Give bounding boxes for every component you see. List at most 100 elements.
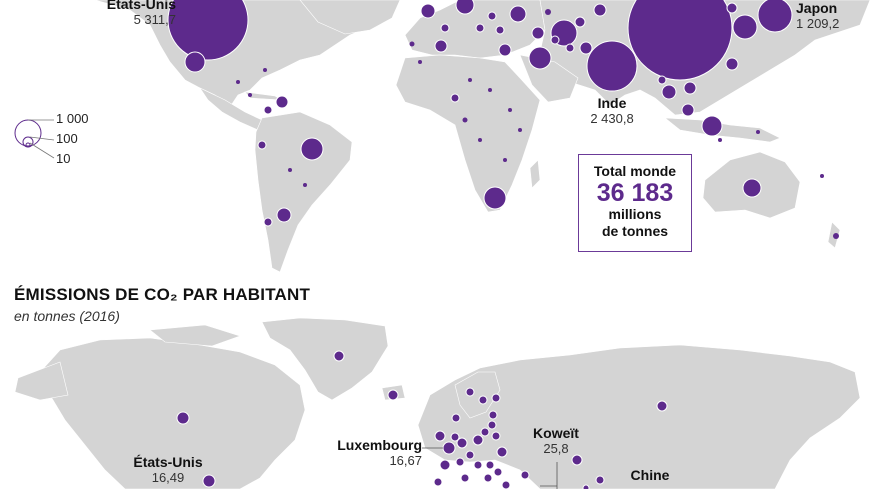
land-africa [395, 54, 541, 213]
bubble2-lithuania [480, 427, 490, 437]
world-total-value: 36 183 [596, 179, 674, 207]
bubble2-serbia [483, 473, 493, 483]
bubble-philippines [725, 57, 739, 71]
bubble2-hungary [485, 460, 495, 470]
bubble2-denmark [451, 413, 461, 423]
bubble-indonesia [701, 115, 723, 137]
label-usa-name: États-Unis [106, 0, 176, 12]
bubble-india [586, 40, 638, 92]
bubble-europe-2 [475, 23, 485, 33]
bubble-vietnam [683, 81, 697, 95]
bubble-colombia [263, 105, 273, 115]
bubble2-austria [473, 460, 483, 470]
label2-china-name: Chine [630, 467, 670, 483]
dot-top-12 [236, 80, 240, 84]
dot-top-3 [462, 117, 468, 123]
bubble2-norway [465, 387, 475, 397]
label-japan-value: 1 209,2 [796, 16, 840, 31]
dot-top-8 [503, 158, 507, 162]
bubble2-bulgaria [501, 480, 511, 489]
bubble2-germany [456, 437, 468, 449]
bubble-gulf-2 [565, 43, 575, 53]
label2-luxembourg-name: Luxembourg [337, 437, 422, 453]
bubble-venezuela [275, 95, 289, 109]
bubble-ne-asia [726, 2, 738, 14]
bubble2-romania [493, 467, 503, 477]
world-total-box: Total monde 36 183 millions de tonnes [578, 154, 692, 252]
bubble2-netherlands [450, 432, 460, 442]
section-subtitle-per-capita: en tonnes (2016) [14, 308, 120, 324]
dot-top-18 [820, 174, 824, 178]
world-total-unit-2: de tonnes [601, 223, 669, 239]
label-japan: Japon 1 209,2 [796, 0, 840, 32]
label-india-name: Inde [597, 95, 627, 111]
dot-top-7 [508, 108, 512, 112]
dot-top-15 [697, 67, 703, 73]
label2-usa: États-Unis 16,49 [126, 454, 210, 486]
bubble-uzbek [574, 16, 586, 28]
bubble2-kuwait [520, 470, 530, 480]
bubble2-poland [472, 434, 484, 446]
dot-top-6 [488, 88, 492, 92]
label2-usa-value: 16,49 [151, 470, 185, 485]
bubble-australia [742, 178, 762, 198]
land2-alaska [14, 361, 69, 401]
bubble2-czech [465, 450, 475, 460]
dot-top-1 [409, 41, 415, 47]
label2-usa-name: États-Unis [133, 454, 203, 470]
bubble-korea [732, 14, 758, 40]
map-bottom-leader-lines [422, 447, 558, 489]
label-japan-name: Japon [796, 0, 838, 16]
land-south-america [254, 111, 353, 273]
land-indonesia [664, 117, 781, 143]
bubble-gulf-1 [550, 35, 560, 45]
dot-top-10 [248, 93, 252, 97]
dot-top-4 [478, 138, 482, 142]
land-greenland [299, 0, 401, 35]
dot-top-14 [303, 183, 307, 187]
dot-top-11 [263, 68, 267, 72]
map-top-legend [14, 119, 55, 159]
dot-top-16 [718, 138, 722, 142]
land2-greenland [261, 317, 389, 401]
bubble2-greenland [333, 350, 345, 362]
bubble-saudi [528, 46, 552, 70]
label2-kuwait-value: 25,8 [543, 441, 569, 456]
legend-label-100: 100 [56, 131, 78, 146]
label-usa: États-Unis 5 311,7 [106, 0, 176, 27]
bubble-kazakh [593, 3, 607, 17]
bubble-europe-1 [487, 11, 497, 21]
legend-label-1000: 1 000 [56, 111, 89, 126]
bubble-egypt [498, 43, 512, 57]
bubble-germany [455, 0, 475, 15]
bubble-chile [263, 217, 273, 227]
label2-luxembourg: Luxembourg 16,67 [318, 437, 422, 469]
dot-top-9 [518, 128, 522, 132]
bubble2-france [439, 459, 451, 471]
label2-luxembourg-value: 16,67 [389, 453, 422, 468]
bubble2-belarus [491, 431, 501, 441]
bubble2-luxembourg [442, 441, 456, 455]
world-total-label: Total monde [593, 163, 677, 179]
land2-arctic-islands [149, 324, 241, 347]
bubble2-estonia [488, 410, 498, 420]
bubble2-switz [455, 457, 465, 467]
bubble-japan [757, 0, 793, 33]
bubble2-russia [656, 400, 668, 412]
world-total-unit-1: millions [608, 206, 662, 222]
label2-china: Chine [622, 468, 678, 483]
label-india: Inde 2 430,8 [580, 95, 644, 127]
label2-kuwait-name: Koweït [533, 425, 579, 441]
bubble2-sweden [478, 395, 488, 405]
land-madagascar [529, 159, 541, 189]
bubble-south-africa [483, 186, 507, 210]
label2-kuwait: Koweït 25,8 [526, 425, 586, 457]
bubble-algeria [434, 39, 448, 53]
bubble-turkey [509, 5, 527, 23]
land2-eurasia [417, 344, 861, 489]
map-bottom-landmasses [14, 317, 861, 489]
dot-top-5 [468, 78, 472, 82]
bubble2-canada [176, 411, 190, 425]
bubble-usa [167, 0, 249, 61]
